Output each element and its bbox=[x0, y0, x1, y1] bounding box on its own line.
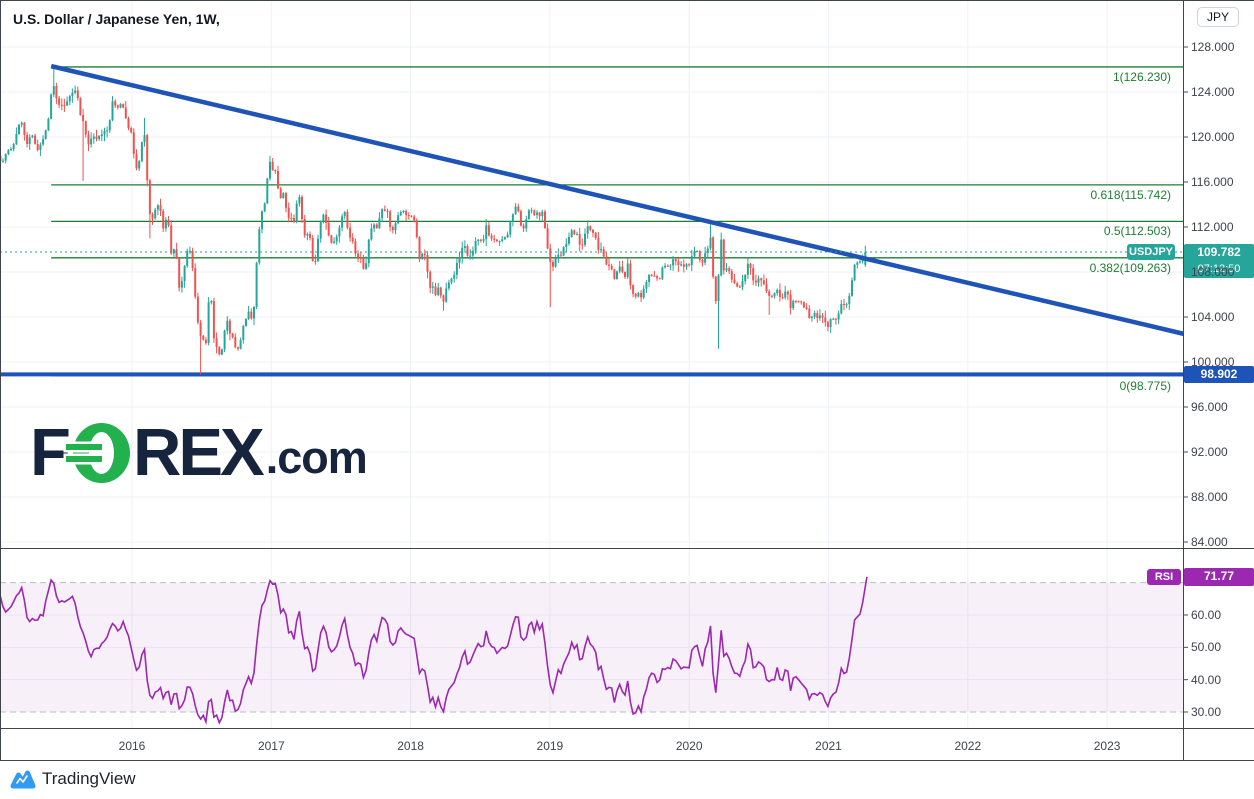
fib-level-label: 0.618(115.742) bbox=[1090, 187, 1171, 202]
rsi-band bbox=[0, 582, 1183, 712]
currency-badge[interactable]: JPY bbox=[1196, 7, 1239, 27]
horizontal-line-axis-label: 98.902 bbox=[1184, 365, 1254, 383]
forex-o-glyph bbox=[65, 423, 130, 483]
price-axis-tick: 96.000 bbox=[1191, 400, 1228, 414]
price-axis-tick: 104.000 bbox=[1191, 310, 1235, 324]
forex-letter-f: F bbox=[30, 415, 71, 490]
price-axis-tick: 120.000 bbox=[1191, 130, 1235, 144]
rsi-value-axis-label: 71.77 bbox=[1184, 567, 1254, 586]
time-axis-tick: 2020 bbox=[675, 739, 703, 753]
time-axis-tick: 2018 bbox=[397, 739, 424, 753]
price-axis-tick: 128.000 bbox=[1191, 40, 1235, 54]
rsi-axis-tick: 60.00 bbox=[1191, 608, 1222, 622]
price-axis-tick: 100.000 bbox=[1191, 355, 1235, 369]
fib-level-label: 0.382(109.263) bbox=[1089, 260, 1171, 275]
rsi-axis-tick: 40.00 bbox=[1191, 672, 1222, 687]
fib-level-label: 0.5(112.503) bbox=[1103, 224, 1171, 239]
time-axis-tick: 2019 bbox=[536, 739, 564, 753]
price-line-symbol-badge: USDJPY bbox=[1127, 243, 1175, 260]
rsi-axis-tick: 30.00 bbox=[1191, 705, 1222, 719]
rsi-line bbox=[0, 576, 868, 726]
tradingview-label: TradingView bbox=[42, 769, 136, 788]
time-axis-tick: 2021 bbox=[815, 739, 842, 753]
time-axis-tick: 2016 bbox=[118, 739, 146, 753]
time-axis-tick: 2017 bbox=[257, 739, 285, 753]
current-price-axis-label: 109.782 07:12:50 bbox=[1184, 243, 1254, 278]
forex-watermark: F REX .com bbox=[30, 415, 368, 490]
current-price-value: 109.782 bbox=[1197, 244, 1241, 259]
price-axis-tick: 88.000 bbox=[1191, 490, 1228, 504]
rsi-axis-tick: 50.00 bbox=[1191, 640, 1222, 655]
tradingview-attribution[interactable]: TradingView bbox=[10, 769, 136, 789]
bar-countdown: 07:12:50 bbox=[1197, 262, 1241, 275]
price-axis-tick: 116.000 bbox=[1191, 175, 1234, 189]
horizontal-line-value: 98.902 bbox=[1200, 366, 1238, 381]
rsi-badge: RSI bbox=[1147, 568, 1181, 585]
time-axis-tick: 2023 bbox=[1093, 739, 1121, 753]
tradingview-icon bbox=[10, 770, 36, 788]
fib-level-label: 1(126.230) bbox=[1112, 69, 1171, 84]
price-axis-tick: 84.000 bbox=[1191, 535, 1228, 549]
price-axis-tick: 112.000 bbox=[1191, 220, 1234, 234]
price-axis-tick: 124.000 bbox=[1191, 85, 1235, 99]
frame-lines bbox=[0, 0, 1254, 761]
rsi-value: 71.77 bbox=[1203, 568, 1235, 583]
time-axis-tick: 2022 bbox=[954, 739, 982, 753]
candles bbox=[0, 66, 867, 375]
fib-level-label: 0(98.775) bbox=[1119, 378, 1171, 393]
forex-dotcom: .com bbox=[265, 432, 368, 483]
gridlines bbox=[0, 1, 1183, 728]
price-axis-tick: 108.000 bbox=[1191, 265, 1235, 279]
symbol-title: U.S. Dollar / Japanese Yen, 1W, bbox=[13, 11, 220, 27]
forex-letters-rex: REX bbox=[132, 415, 265, 490]
price-axis-tick: 92.000 bbox=[1191, 445, 1228, 459]
trendline[interactable] bbox=[50, 63, 1185, 337]
